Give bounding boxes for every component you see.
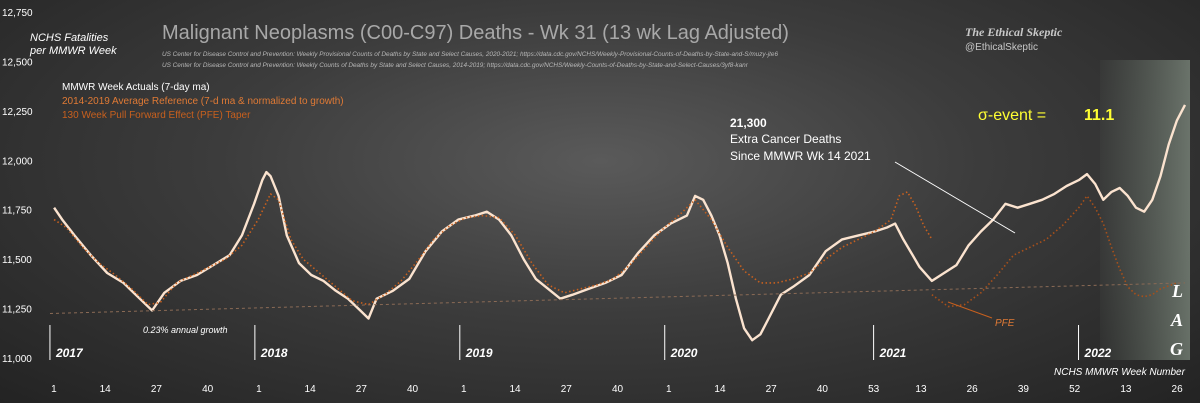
chart-title: Malignant Neoplasms (C00-C97) Deaths - W…	[162, 22, 789, 44]
brand-handle: @EthicalSkeptic	[965, 42, 1038, 53]
source-2: US Center for Disease Control and Preven…	[162, 62, 749, 69]
growth-label: 0.23% annual growth	[143, 325, 228, 335]
legend-reference: 2014-2019 Average Reference (7-d ma & no…	[62, 96, 344, 107]
pfe-pointer-line	[947, 301, 993, 319]
x-tick-label: 1	[666, 384, 672, 395]
year-label: 2020	[670, 346, 698, 360]
sigma-value: 11.1	[1084, 107, 1114, 124]
annotation-pointer-line	[894, 161, 1016, 234]
lag-letter-g: G	[1170, 339, 1183, 359]
source-1: US Center for Disease Control and Preven…	[162, 51, 778, 58]
x-tick-label: 53	[868, 384, 880, 395]
y-tick-label: 12,250	[2, 107, 33, 118]
x-tick-label: 26	[1172, 384, 1184, 395]
series-line-1	[53, 191, 933, 306]
x-tick-label: 52	[1069, 384, 1081, 395]
legend-actuals: MMWR Week Actuals (7-day ma)	[62, 82, 210, 93]
x-tick-label: 1	[256, 384, 262, 395]
y-tick-label: 12,000	[2, 156, 33, 167]
x-tick-label: 27	[151, 384, 163, 395]
pfe-label: PFE	[995, 318, 1015, 329]
y-tick-label: 11,750	[2, 206, 32, 217]
year-label: 2021	[879, 346, 907, 360]
x-tick-label: 40	[407, 384, 419, 395]
x-tick-label: 1	[51, 384, 57, 395]
lag-letter-l: L	[1171, 281, 1183, 301]
x-tick-label: 27	[766, 384, 778, 395]
x-tick-label: 14	[509, 384, 521, 395]
x-tick-label: 26	[967, 384, 979, 395]
sigma-label: σ-event =	[978, 107, 1046, 124]
x-tick-label: 39	[1018, 384, 1030, 395]
y-axis-title-line1: NCHS Fatalities	[30, 32, 109, 44]
annotation-extra-count: 21,300	[730, 116, 767, 130]
y-tick-label: 11,250	[2, 305, 32, 316]
x-tick-label: 14	[714, 384, 726, 395]
y-tick-label: 12,750	[2, 8, 33, 19]
x-axis-title: NCHS MMWR Week Number	[1054, 367, 1186, 378]
brand-name: The Ethical Skeptic	[965, 25, 1063, 39]
x-tick-label: 40	[817, 384, 829, 395]
x-tick-label: 27	[561, 384, 573, 395]
x-tick-label: 14	[305, 384, 317, 395]
annotation-extra-line1: Extra Cancer Deaths	[730, 132, 841, 146]
year-label: 2022	[1084, 346, 1112, 360]
x-tick-label: 13	[915, 384, 927, 395]
y-tick-label: 11,500	[2, 255, 32, 266]
x-tick-label: 14	[100, 384, 112, 395]
series-line-2	[931, 195, 1178, 308]
series-line-3	[49, 282, 1186, 314]
legend-pfe: 130 Week Pull Forward Effect (PFE) Taper	[62, 110, 251, 121]
y-axis-title-line2: per MMWR Week	[29, 45, 117, 57]
year-label: 2018	[260, 346, 288, 360]
x-tick-label: 40	[612, 384, 624, 395]
y-tick-label: 11,000	[2, 354, 32, 365]
x-tick-label: 13	[1120, 384, 1132, 395]
y-tick-label: 12,500	[2, 57, 33, 68]
year-label: 2017	[55, 346, 84, 360]
x-tick-label: 27	[356, 384, 368, 395]
x-tick-label: 40	[202, 384, 214, 395]
lag-letter-a: A	[1170, 310, 1183, 330]
year-label: 2019	[465, 346, 493, 360]
series-line-0	[53, 104, 1187, 342]
annotation-extra-line2: Since MMWR Wk 14 2021	[730, 149, 871, 163]
x-tick-label: 1	[461, 384, 467, 395]
